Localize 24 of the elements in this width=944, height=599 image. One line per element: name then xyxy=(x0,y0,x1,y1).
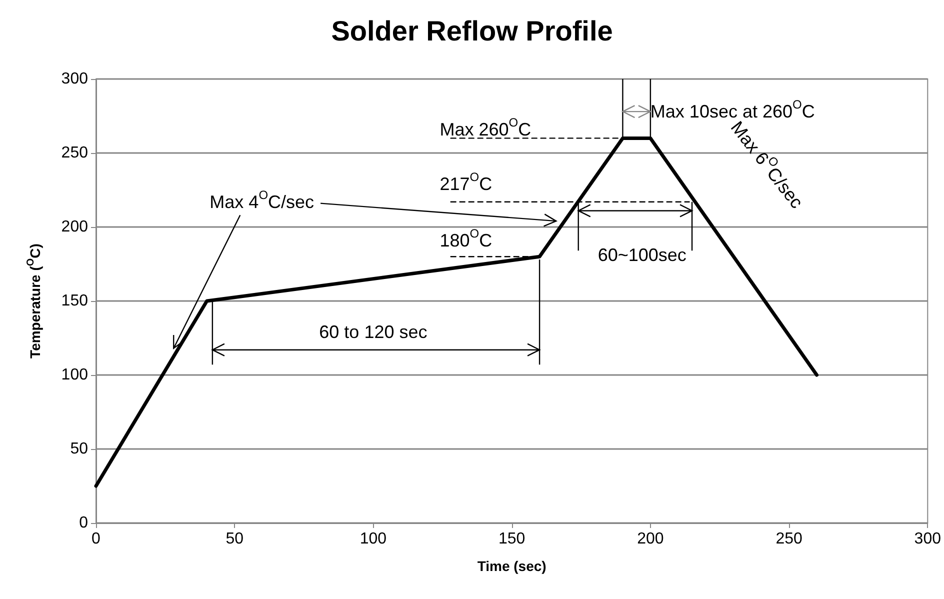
y-tick-label: 250 xyxy=(61,144,88,162)
y-tick-label: 0 xyxy=(79,514,88,532)
x-tick-label: 250 xyxy=(776,530,802,548)
x-tick-label: 100 xyxy=(360,530,387,548)
annotation: 180$^{O}$C xyxy=(440,226,492,250)
x-tick-label: 0 xyxy=(92,530,101,548)
x-tick-label: 50 xyxy=(226,530,244,548)
annotation: Max 10sec at 260$^{O}$C xyxy=(650,98,815,122)
y-tick-label: 200 xyxy=(61,218,88,236)
annotation: Max 260$^{O}$C xyxy=(440,115,532,140)
y-tick-label: 300 xyxy=(61,70,88,88)
x-tick-label: 300 xyxy=(914,530,942,548)
x-tick-label: 200 xyxy=(637,530,664,548)
y-tick-label: 100 xyxy=(61,366,88,384)
y-tick-label: 150 xyxy=(61,292,88,310)
y-axis-title: Temperature (OC) xyxy=(26,244,43,358)
chart-title: Solder Reflow Profile xyxy=(331,16,613,46)
annotation: 60 to 120 sec xyxy=(319,322,428,342)
x-tick-label: 150 xyxy=(498,530,526,548)
annotation: 60~100sec xyxy=(598,245,686,266)
annotation: 217$^{O}$C xyxy=(440,170,492,194)
y-tick-label: 50 xyxy=(70,440,88,458)
annotation: Max 4$^{O}$C/sec xyxy=(210,188,314,212)
x-axis-title: Time (sec) xyxy=(477,558,546,574)
